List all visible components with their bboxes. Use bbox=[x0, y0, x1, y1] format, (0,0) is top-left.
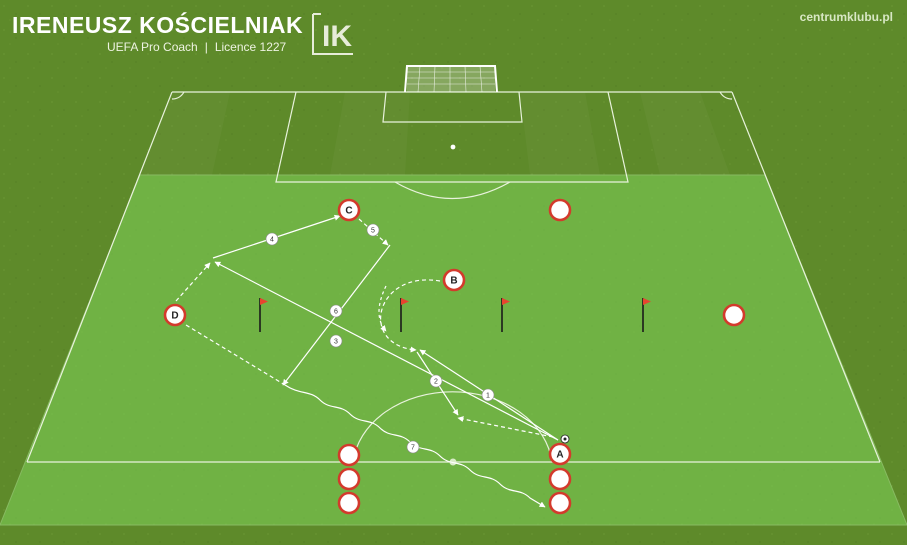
player-extra-top-right[interactable] bbox=[548, 198, 572, 222]
player-label: D bbox=[171, 311, 178, 322]
flag-cloth bbox=[401, 298, 409, 305]
step-number: 4 bbox=[270, 237, 274, 244]
run-b bbox=[380, 279, 441, 353]
player-marker bbox=[548, 491, 572, 515]
step-number: 1 bbox=[486, 393, 490, 400]
player-marker bbox=[337, 467, 361, 491]
penalty-spot bbox=[450, 144, 456, 150]
player-marker bbox=[548, 198, 572, 222]
step-marker-6: 6 bbox=[329, 304, 343, 318]
step-badge bbox=[481, 388, 495, 402]
coach-credentials: UEFA Pro Coach | Licence 1227 bbox=[107, 40, 286, 54]
ik-logo: IK bbox=[309, 10, 355, 56]
pass-3 bbox=[214, 261, 559, 441]
player-marker bbox=[442, 268, 466, 292]
player-marker bbox=[163, 303, 187, 327]
step-badge bbox=[265, 232, 279, 246]
player-C[interactable]: C bbox=[337, 198, 361, 222]
step-badge bbox=[406, 440, 420, 454]
step-marker-7: 7 bbox=[406, 440, 420, 454]
website-link[interactable]: centrumklubu.pl bbox=[799, 10, 893, 24]
player-queue-left-2[interactable] bbox=[337, 467, 361, 491]
player-queue-left-1[interactable] bbox=[337, 443, 361, 467]
run-d-up bbox=[175, 262, 211, 302]
coach-title: UEFA Pro Coach bbox=[107, 40, 198, 54]
step-number: 7 bbox=[411, 445, 415, 452]
step-marker-1: 1 bbox=[481, 388, 495, 402]
coach-licence: Licence 1227 bbox=[214, 40, 287, 54]
step-number: 2 bbox=[434, 379, 438, 386]
run-a bbox=[457, 416, 554, 438]
flag-cloth bbox=[260, 298, 268, 305]
player-marker bbox=[548, 467, 572, 491]
step-number: 3 bbox=[334, 339, 338, 346]
flag-3-icon bbox=[501, 298, 510, 332]
step-marker-3: 3 bbox=[329, 334, 343, 348]
run-b-inner bbox=[378, 285, 387, 332]
run-d-down bbox=[185, 324, 286, 386]
player-marker bbox=[548, 442, 572, 466]
player-A[interactable]: A bbox=[548, 442, 572, 466]
player-marker bbox=[722, 303, 746, 327]
player-label: A bbox=[556, 450, 563, 461]
player-marker bbox=[337, 491, 361, 515]
drill-zone bbox=[0, 174, 907, 526]
step-number: 5 bbox=[371, 228, 375, 235]
step-badge bbox=[329, 334, 343, 348]
step-marker-4: 4 bbox=[265, 232, 279, 246]
flag-cloth bbox=[643, 298, 651, 305]
player-extra-right[interactable] bbox=[722, 303, 746, 327]
flag-cloth bbox=[502, 298, 510, 305]
player-marker bbox=[337, 198, 361, 222]
player-label: B bbox=[450, 276, 457, 287]
step-number: 6 bbox=[334, 309, 338, 316]
player-queue-left-3[interactable] bbox=[337, 491, 361, 515]
goal bbox=[404, 65, 498, 93]
credentials-separator: | bbox=[204, 40, 208, 54]
player-B[interactable]: B bbox=[442, 268, 466, 292]
flag-2-icon bbox=[400, 298, 409, 332]
step-marker-2: 2 bbox=[429, 374, 443, 388]
step-badge bbox=[429, 374, 443, 388]
player-queue-right-2[interactable] bbox=[548, 491, 572, 515]
ball bbox=[560, 434, 570, 444]
player-label: C bbox=[345, 206, 352, 217]
player-marker bbox=[337, 443, 361, 467]
player-queue-right-1[interactable] bbox=[548, 467, 572, 491]
logo-text: IK bbox=[322, 20, 352, 53]
step-badge bbox=[329, 304, 343, 318]
player-D[interactable]: D bbox=[163, 303, 187, 327]
step-marker-5: 5 bbox=[366, 223, 380, 237]
coach-name: IRENEUSZ KOŚCIELNIAK bbox=[12, 12, 304, 38]
flag-4-icon bbox=[642, 298, 651, 332]
step-badge bbox=[366, 223, 380, 237]
flag-1-icon bbox=[259, 298, 268, 332]
